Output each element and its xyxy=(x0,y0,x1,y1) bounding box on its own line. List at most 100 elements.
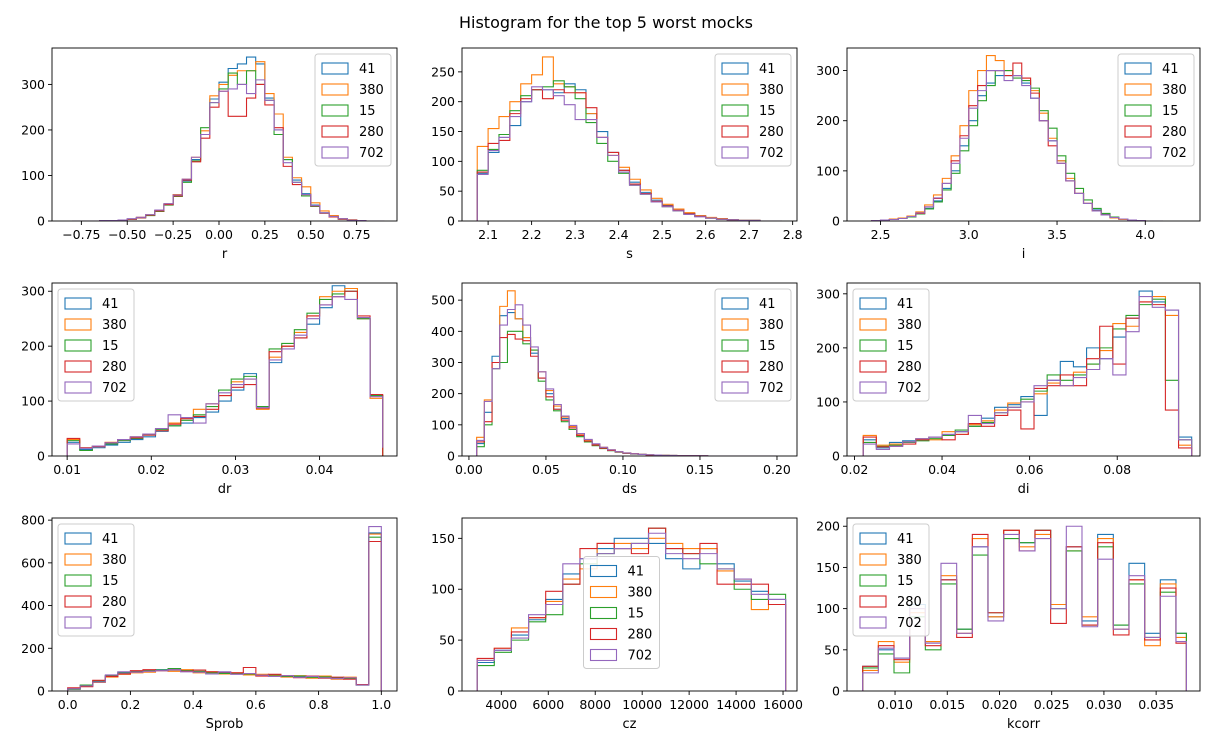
legend-label: 280 xyxy=(759,360,784,375)
histogram-panel-Sprob: 0.0 0.2 0.4 0.6 0.8 1.0 0 200 400 600 800 Sprob 41 38… xyxy=(21,513,398,732)
legend-swatch xyxy=(589,627,618,641)
y-tick-label: 100 xyxy=(21,394,45,409)
legend-label: 702 xyxy=(1162,146,1187,161)
x-tick-label: 2.5 xyxy=(871,227,891,242)
y-tick-label: 50 xyxy=(824,642,840,657)
legend-swatch xyxy=(64,553,92,566)
legend-swatch xyxy=(589,585,618,599)
y-tick-label: 300 xyxy=(816,63,840,78)
x-axis-label: Sprob xyxy=(206,717,244,732)
legend-label: 280 xyxy=(628,628,653,643)
y-tick-label: 100 xyxy=(431,154,455,169)
axes-frame xyxy=(846,282,1201,457)
y-tick-label: 100 xyxy=(816,394,840,409)
x-axis-label: cz xyxy=(623,717,637,732)
x-tick-label: 0.6 xyxy=(246,697,266,712)
y-tick-label: 100 xyxy=(816,601,840,616)
x-tick-label: 0.10 xyxy=(609,462,637,477)
legend-swatch xyxy=(721,360,749,373)
y-tick-label: 200 xyxy=(21,122,45,137)
y-tick-label: 150 xyxy=(431,124,455,139)
panel-grid: −0.75 −0.50 −0.25 0.00 0.25 0.50 0.75010020030… xyxy=(21,47,1201,732)
legend-swatch xyxy=(589,564,618,578)
x-tick-label: 1.0 xyxy=(371,697,391,712)
hist-series-702 xyxy=(67,525,382,691)
y-tick-label: 300 xyxy=(816,286,840,301)
legend-swatch xyxy=(721,381,749,394)
legend-label: 702 xyxy=(897,381,922,396)
legend-label: 41 xyxy=(897,297,914,312)
series-group xyxy=(66,285,384,456)
legend-swatch xyxy=(64,318,92,331)
x-axis-label: r xyxy=(222,247,228,262)
y-tick-label: 200 xyxy=(816,340,840,355)
legend-box xyxy=(57,523,135,637)
legend-label: 41 xyxy=(759,62,776,77)
x-tick-label: 4000 xyxy=(485,697,517,712)
x-tick-label: 12000 xyxy=(669,697,709,712)
legend: 41 380 15 280 702 xyxy=(1117,53,1195,167)
y-tick-label: 100 xyxy=(431,582,455,597)
legend-swatch xyxy=(721,125,749,138)
legend-label: 380 xyxy=(1162,83,1187,98)
legend-label: 702 xyxy=(628,649,653,664)
y-tick-label: 200 xyxy=(431,386,455,401)
y-tick-label: 50 xyxy=(439,184,455,199)
legend: 41 380 15 280 702 xyxy=(852,523,930,637)
y-tick-label: 400 xyxy=(21,598,45,613)
legend-swatch xyxy=(64,595,92,608)
legend-swatch xyxy=(64,574,92,587)
x-tick-label: 0.08 xyxy=(1103,462,1131,477)
legend-label: 15 xyxy=(897,574,914,589)
legend-swatch xyxy=(1124,125,1152,138)
legend-swatch xyxy=(859,532,887,545)
legend-label: 280 xyxy=(102,360,127,375)
x-tick-label: −0.50 xyxy=(108,227,146,242)
legend-label: 41 xyxy=(1162,62,1179,77)
x-tick-label: 0.00 xyxy=(455,462,483,477)
legend-swatch xyxy=(321,146,349,159)
hist-series-702 xyxy=(862,295,1193,456)
series-group xyxy=(871,54,1163,221)
legend-swatch xyxy=(64,339,92,352)
legend-swatch xyxy=(859,360,887,373)
x-tick-label: 0.50 xyxy=(297,227,325,242)
hist-series-702 xyxy=(72,79,385,221)
x-tick-label: −0.25 xyxy=(154,227,192,242)
x-tick-label: 10000 xyxy=(622,697,662,712)
legend-swatch xyxy=(859,297,887,310)
axes-frame xyxy=(461,517,798,692)
axes-frame xyxy=(461,282,798,457)
legend-swatch xyxy=(589,606,618,620)
legend-swatch xyxy=(721,62,749,75)
y-tick-label: 300 xyxy=(21,284,45,299)
legend-swatch xyxy=(321,83,349,96)
x-tick-label: 0.025 xyxy=(1034,697,1070,712)
y-tick-label: 250 xyxy=(431,64,455,79)
y-tick-label: 200 xyxy=(816,113,840,128)
x-tick-label: 0.02 xyxy=(841,462,869,477)
y-tick-label: 500 xyxy=(431,293,455,308)
legend-swatch xyxy=(859,381,887,394)
y-tick-label: 0 xyxy=(832,684,840,699)
legend-label: 280 xyxy=(897,360,922,375)
y-tick-label: 300 xyxy=(431,355,455,370)
hist-series-702 xyxy=(66,296,384,456)
x-axis-label: kcorr xyxy=(1007,717,1041,732)
y-tick-label: 0 xyxy=(832,214,840,229)
legend: 41 380 15 280 702 xyxy=(314,53,392,167)
y-tick-label: 150 xyxy=(431,531,455,546)
legend-swatch xyxy=(859,616,887,629)
legend-label: 380 xyxy=(897,553,922,568)
legend-label: 380 xyxy=(359,83,384,98)
legend-label: 15 xyxy=(759,104,776,119)
y-tick-label: 300 xyxy=(21,77,45,92)
x-tick-label: 2.5 xyxy=(652,227,672,242)
legend: 41 380 15 280 702 xyxy=(714,288,792,402)
legend: 41 380 15 280 702 xyxy=(583,556,660,669)
legend-swatch xyxy=(64,360,92,373)
legend-label: 702 xyxy=(897,616,922,631)
legend-swatch xyxy=(721,83,749,96)
legend-swatch xyxy=(859,318,887,331)
axes-frame xyxy=(461,47,798,222)
